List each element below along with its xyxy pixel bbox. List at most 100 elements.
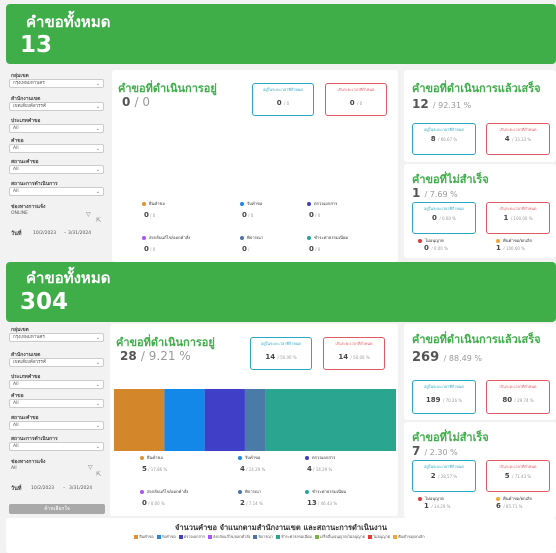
inprogress-count: 0 / 0 bbox=[122, 95, 151, 109]
status-dot-icon bbox=[496, 497, 500, 501]
filter-icon[interactable]: ▽ bbox=[86, 211, 91, 218]
stage-dot-icon bbox=[238, 456, 242, 460]
stacked-stage-bar bbox=[114, 389, 396, 451]
office-chart-legend: ยืนคำขอ รับคำขอ ตรวจเอกสาร ส่งกลับแก้ไข/ออก… bbox=[6, 534, 556, 540]
stage-legend-value: 2 / 7.14 % bbox=[240, 499, 263, 507]
office-legend-item: รับคำขอ bbox=[156, 534, 176, 539]
legend-swatch-icon bbox=[368, 535, 373, 539]
done-count: 12 / 92.31 % bbox=[412, 97, 472, 111]
stage-legend-item: รับคำขอ bbox=[238, 454, 260, 461]
stage-legend-value: 5 / 17.86 % bbox=[142, 465, 168, 473]
filter-agency[interactable]: กลุ่มเขต กรุงเทพมหานคร ⌄ bbox=[6, 72, 106, 92]
stage-legend-value: 0 / 0 bbox=[144, 211, 156, 219]
stage-dot-icon bbox=[240, 236, 244, 240]
stage-legend-item: ชำระค่าธรรมเนียม bbox=[307, 234, 348, 241]
done-count: 269 / 88.49 % bbox=[412, 350, 482, 365]
filter-office[interactable]: สำนักงานเขต เขตเตียงค์สวรรค์ ⌄ bbox=[6, 351, 106, 371]
done-title: คำขอที่ดำเนินการแล้วเสร็จ bbox=[412, 333, 541, 346]
filter-date[interactable]: วันที่ 10/2/2023 – 3/31/2024 bbox=[11, 231, 92, 237]
legend-swatch-icon bbox=[156, 535, 161, 539]
stage-legend-item: ยืนคำขอ bbox=[142, 200, 165, 207]
stage-legend-item: ตรวจเอกสาร bbox=[307, 200, 337, 207]
chevron-down-icon: ⌄ bbox=[95, 167, 100, 173]
status-dot-icon bbox=[496, 239, 500, 243]
chevron-down-icon: ⌄ bbox=[95, 444, 100, 450]
done-over-box: เกินระยะเวลาที่กำหนด 4 / 33.33 % bbox=[486, 123, 550, 155]
top-dashboard: คำขอทั้งหมด 13 กลุ่มเขต กรุงเทพมหานคร ⌄ ส… bbox=[0, 0, 556, 262]
fail-title: คำขอที่ไม่สำเร็จ bbox=[412, 431, 489, 444]
stage-legend-item: ตรวจเอกสาร bbox=[305, 454, 335, 461]
bar-segment-2 bbox=[204, 389, 245, 451]
office-legend-item: ไม่อนุญาต bbox=[368, 534, 390, 539]
stage-legend-value: 4 / 14.29 % bbox=[307, 465, 333, 473]
done-card: คำขอที่ดำเนินการแล้วเสร็จ 12 / 92.31 % อ… bbox=[404, 70, 556, 162]
chevron-down-icon: ⌄ bbox=[95, 382, 100, 388]
stage-dot-icon bbox=[142, 202, 146, 206]
office-chart-title: จำนวนคำขอ จำแนกตามสำนักงานเขต และสถานะกา… bbox=[175, 523, 387, 532]
bar-segment-4 bbox=[265, 389, 396, 451]
stage-dot-icon bbox=[140, 456, 144, 460]
inprogress-card: คำขอที่ดำเนินการอยู่ 0 / 0 อยู่ในระยะเวล… bbox=[112, 70, 398, 262]
filter-office[interactable]: สำนักงานเขต เขตเตียงค์สวรรค์ ⌄ bbox=[6, 95, 106, 115]
export-icon[interactable]: ⇱ bbox=[96, 217, 102, 224]
search-button[interactable]: ค้าหเลือกใจ bbox=[9, 504, 105, 514]
filter-type[interactable]: ประเภทคำขอ All ⌄ bbox=[6, 373, 106, 393]
inprogress-card: คำขอที่ดำเนินการอยู่ 28 / 9.21 % อยู่ในร… bbox=[110, 324, 398, 516]
bar-segment-1 bbox=[164, 389, 205, 451]
banner-total: 13 bbox=[20, 32, 53, 58]
banner-title: คำขอทั้งหมด bbox=[26, 13, 111, 31]
filter-progress[interactable]: สถานะการดำเนินการ All ⌄ bbox=[6, 180, 106, 200]
stage-legend-value: 0 / 0 bbox=[242, 211, 254, 219]
office-legend-item: ส่งกลับแก้ไข/ออกคำสั่ง bbox=[207, 534, 250, 539]
filter-agency[interactable]: กลุ่มเขต กรุงเทพมหานคร ⌄ bbox=[6, 326, 106, 346]
done-over-box: เกินระยะเวลาที่กำหนด 80 / 29.74 % bbox=[486, 380, 550, 414]
fail-within-box: อยู่ในระยะเวลาที่กำหนด 2 / 28.57 % bbox=[412, 460, 476, 492]
stage-legend-item: ส่งกลับแก้ไข/ออกคำสั่ง bbox=[142, 234, 190, 241]
stage-legend-item: ส่งกลับแก้ไข/ออกคำสั่ง bbox=[140, 488, 188, 495]
office-legend-item: พิจารณา bbox=[253, 534, 273, 539]
over-time-box: เกินระยะเวลาที่กำหนด 0 / 0 bbox=[325, 83, 387, 116]
done-within-box: อยู่ในระยะเวลาที่กำหนด 189 / 70.26 % bbox=[412, 380, 476, 414]
filter-sidebar: กลุ่มเขต กรุงเทพมหานคร ⌄ สำนักงานเขต เขตเ… bbox=[6, 70, 106, 260]
fail-card: คำขอที่ไม่สำเร็จ 1 / 7.69 % อยู่ในระยะเว… bbox=[404, 164, 556, 258]
legend-swatch-icon bbox=[275, 535, 280, 539]
filter-type[interactable]: ประเภทคำขอ All ⌄ bbox=[6, 117, 106, 137]
office-legend-item: คืนคำขอ/ยกเลิก bbox=[393, 534, 425, 539]
legend-swatch-icon bbox=[134, 535, 139, 539]
filter-icon[interactable]: ▽ bbox=[88, 464, 93, 471]
export-icon[interactable]: ⇱ bbox=[96, 471, 102, 478]
chevron-down-icon: ⌄ bbox=[95, 423, 100, 429]
office-chart-card: จำนวนคำขอ จำแนกตามสำนักงานเขต และสถานะกา… bbox=[6, 518, 556, 553]
stage-legend-value: 0 / bbox=[242, 245, 250, 253]
over-time-box: เกินระยะเวลาที่กำหนด 14 / 50.00 % bbox=[323, 337, 385, 370]
filter-request[interactable]: คำขอ All ⌄ bbox=[6, 392, 106, 412]
fail-title: คำขอที่ไม่สำเร็จ bbox=[412, 173, 489, 186]
bar-segment-0 bbox=[114, 389, 165, 451]
bottom-dashboard: คำขอทั้งหมด 304 กลุ่มเขต กรุงเทพมหานคร ⌄ … bbox=[0, 262, 556, 553]
stage-dot-icon bbox=[305, 456, 309, 460]
filter-channel[interactable]: ช่องทางการแจ้ง ONLINE ▽ ⇱ bbox=[11, 204, 102, 224]
fail-over-box: เกินระยะเวลาที่กำหนด 1 / 100.00 % bbox=[486, 202, 550, 234]
stage-legend-item: รับคำขอ bbox=[240, 200, 262, 207]
office-legend-item: ตรวจเอกสาร bbox=[178, 534, 205, 539]
chevron-down-icon: ⌄ bbox=[95, 401, 100, 407]
fail-over-box: เกินระยะเวลาที่กำหนด 5 / 71.43 % bbox=[486, 460, 550, 492]
inprogress-title: คำขอที่ดำเนินการอยู่ bbox=[116, 336, 215, 349]
fail-within-box: อยู่ในระยะเวลาที่กำหนด 0 / 0.00 % bbox=[412, 202, 476, 234]
fail-count: 1 / 7.69 % bbox=[412, 186, 458, 200]
bar-segment-3 bbox=[244, 389, 266, 451]
office-legend-item: เสร็จสิ้น/อนุญาต/ไม่อนุญาต bbox=[314, 534, 365, 539]
stage-legend-item: ยืนคำขอ bbox=[140, 454, 163, 461]
total-banner: คำขอทั้งหมด 304 bbox=[6, 262, 556, 322]
stage-legend-value: 0 / 0 bbox=[309, 211, 321, 219]
stage-legend-item: ชำระค่าธรรมเนียม bbox=[305, 488, 346, 495]
filter-status[interactable]: สถานะคำขอ All ⌄ bbox=[6, 414, 106, 434]
filter-status[interactable]: สถานะคำขอ All ⌄ bbox=[6, 158, 106, 178]
filter-progress[interactable]: สถานะการดำเนินการ All ⌄ bbox=[6, 435, 106, 455]
stage-dot-icon bbox=[307, 236, 311, 240]
legend-swatch-icon bbox=[393, 535, 398, 539]
filter-date[interactable]: วันที่ 10/2/2023 – 3/31/2024 bbox=[11, 486, 93, 492]
filter-request[interactable]: คำขอ All ⌄ bbox=[6, 137, 106, 157]
filter-channel[interactable]: ช่องทางการแจ้ง All ▽ ⇱ bbox=[11, 459, 102, 478]
done-title: คำขอที่ดำเนินการแล้วเสร็จ bbox=[412, 82, 541, 95]
